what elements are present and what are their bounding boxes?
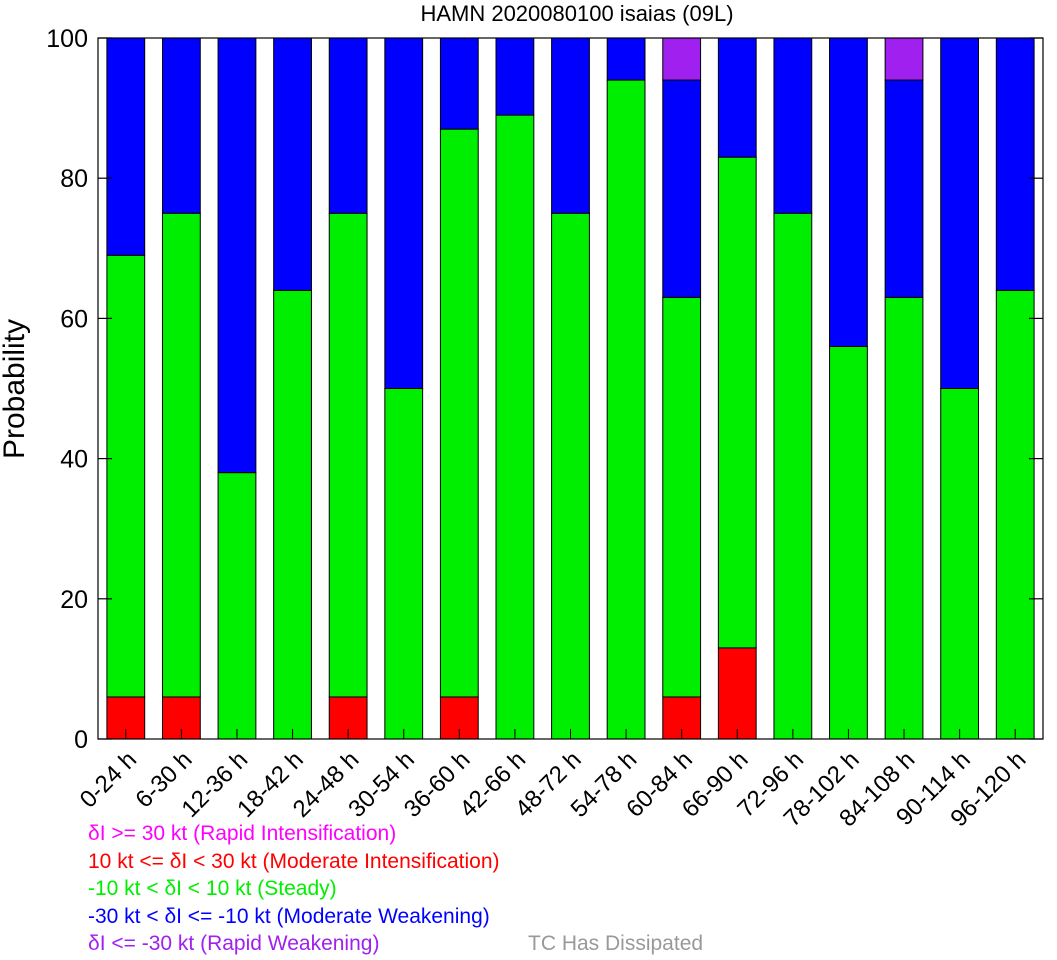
y-tick-label: 80 bbox=[60, 165, 88, 193]
bar-segment-mw bbox=[217, 37, 257, 474]
bar-segment-mw bbox=[161, 37, 201, 214]
bar-segment-steady bbox=[606, 79, 646, 740]
bar-segment-steady bbox=[717, 156, 757, 649]
bar-segment-mw bbox=[328, 37, 368, 214]
bar-segment-steady bbox=[328, 212, 368, 698]
y-tick-label: 60 bbox=[60, 305, 88, 333]
bar-segment-mw bbox=[717, 37, 757, 158]
legend-rapid-intensification: δI >= 30 kt (Rapid Intensification) bbox=[88, 822, 397, 845]
bar-segment-steady bbox=[161, 212, 201, 698]
bar-segment-mw bbox=[940, 37, 980, 389]
x-tick-labels: 0-24 h6-30 h12-36 h18-42 h24-48 h30-54 h… bbox=[75, 729, 1031, 832]
bar-segment-mw bbox=[495, 37, 535, 116]
bars-group bbox=[106, 37, 1035, 740]
legend-moderate-intensification: 10 kt <= δI < 30 kt (Moderate Intensific… bbox=[88, 850, 500, 873]
bar-segment-mw bbox=[773, 37, 813, 214]
bar-segment-steady bbox=[884, 296, 924, 740]
legend-tc-dissipated: TC Has Dissipated bbox=[528, 932, 704, 955]
y-tick-label: 20 bbox=[60, 586, 88, 614]
bar-segment-mw bbox=[606, 37, 646, 81]
bar-segment-steady bbox=[495, 114, 535, 740]
bar-segment-mw bbox=[551, 37, 590, 214]
bar-segment-steady bbox=[439, 128, 479, 698]
bar-segment-steady bbox=[662, 296, 702, 698]
bar-segment-rw bbox=[662, 37, 702, 81]
bar-segment-steady bbox=[773, 212, 813, 740]
bar-segment-mw bbox=[273, 37, 312, 291]
legend-rapid-weakening: δI <= -30 kt (Rapid Weakening) bbox=[88, 932, 380, 955]
y-tick-label: 40 bbox=[60, 446, 88, 474]
y-tick-label: 100 bbox=[46, 25, 88, 53]
legend-moderate-weakening: -30 kt < δI <= -10 kt (Moderate Weakenin… bbox=[88, 905, 490, 928]
bar-segment-mw bbox=[439, 37, 479, 130]
bar-segment-steady bbox=[384, 388, 424, 740]
bar-segment-steady bbox=[106, 254, 146, 698]
legend-steady: -10 kt < δI < 10 kt (Steady) bbox=[88, 877, 337, 900]
bar-segment-mi bbox=[717, 647, 757, 740]
bar-segment-mw bbox=[829, 37, 868, 347]
bar-segment-mw bbox=[995, 37, 1035, 291]
bar-segment-steady bbox=[995, 289, 1035, 740]
chart-title: HAMN 2020080100 isaias (09L) bbox=[420, 1, 733, 26]
bar-segment-steady bbox=[273, 289, 312, 740]
bar-segment-steady bbox=[217, 472, 257, 740]
y-tick-label: 0 bbox=[74, 726, 88, 754]
bar-segment-mw bbox=[884, 79, 924, 298]
y-axis-label: Probability bbox=[0, 319, 31, 459]
bar-segment-steady bbox=[551, 212, 590, 740]
bar-segment-rw bbox=[884, 37, 924, 81]
bar-segment-mw bbox=[662, 79, 702, 298]
bar-segment-mw bbox=[384, 37, 424, 389]
x-tick-label: 0-24 h bbox=[75, 746, 142, 813]
bar-segment-steady bbox=[940, 388, 980, 740]
bar-segment-steady bbox=[829, 345, 868, 740]
bar-segment-mw bbox=[106, 37, 146, 256]
